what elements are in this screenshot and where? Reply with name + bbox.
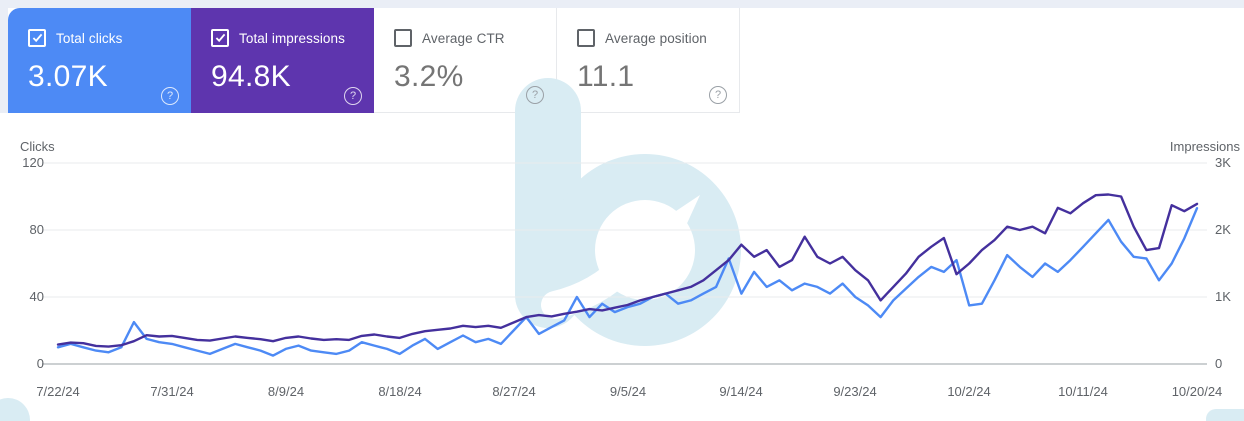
page-background-strip — [0, 0, 1244, 8]
metric-card-value: 3.07K — [28, 60, 108, 93]
metric-card-header: Average position — [577, 29, 739, 47]
x-axis-date-label: 7/31/24 — [150, 384, 194, 399]
metric-card-label: Average CTR — [422, 30, 505, 46]
metric-cards-row: Total clicks 3.07K ? Total impressions 9… — [8, 8, 740, 113]
help-icon[interactable]: ? — [161, 87, 179, 105]
x-axis-date-label: 9/14/24 — [719, 384, 763, 399]
metric-card-value: 3.2% — [394, 60, 464, 93]
x-axis-date-label: 9/23/24 — [833, 384, 877, 399]
metric-card-average-position[interactable]: Average position 11.1 ? — [557, 8, 740, 113]
x-axis-date-label: 10/20/24 — [1171, 384, 1223, 399]
metric-card-header: Total clicks — [28, 29, 191, 47]
left-axis-title: Clicks — [20, 139, 55, 154]
metric-card-header: Average CTR — [394, 29, 556, 47]
metric-card-total-impressions[interactable]: Total impressions 94.8K ? — [191, 8, 374, 113]
x-axis-date-label: 9/5/24 — [609, 384, 647, 399]
right-axis-tick-label: 3K — [1215, 155, 1231, 170]
left-axis-tick-label: 40 — [29, 289, 44, 304]
right-axis-tick-label: 0 — [1215, 356, 1223, 371]
brand-watermark-b-arrow-icon — [515, 78, 741, 346]
checkmark-icon — [215, 33, 225, 43]
x-axis-date-label: 8/27/24 — [492, 384, 536, 399]
average-ctr-checkbox[interactable] — [394, 29, 412, 47]
right-axis-tick-label: 2K — [1215, 222, 1231, 237]
average-position-checkbox[interactable] — [577, 29, 595, 47]
metric-card-label: Total impressions — [239, 30, 345, 46]
watermark-corner-right — [1206, 409, 1244, 421]
x-axis-date-label: 8/18/24 — [378, 384, 422, 399]
checkmark-icon — [32, 33, 42, 43]
x-axis-date-label: 8/9/24 — [267, 384, 305, 399]
right-axis-tick-label: 1K — [1215, 289, 1231, 304]
metric-card-total-clicks[interactable]: Total clicks 3.07K ? — [8, 8, 191, 113]
left-axis-tick-label: 80 — [29, 222, 44, 237]
right-axis-title: Impressions — [1169, 139, 1240, 154]
metric-card-average-ctr[interactable]: Average CTR 3.2% ? — [374, 8, 557, 113]
x-axis-date-label: 10/11/24 — [1058, 384, 1108, 399]
help-icon[interactable]: ? — [526, 86, 544, 104]
total-clicks-checkbox[interactable] — [28, 29, 46, 47]
x-axis-date-label: 7/22/24 — [36, 384, 80, 399]
metric-card-label: Total clicks — [56, 30, 123, 46]
help-icon[interactable]: ? — [344, 87, 362, 105]
left-axis-tick-label: 0 — [36, 356, 44, 371]
metric-card-header: Total impressions — [211, 29, 374, 47]
metric-card-value: 11.1 — [577, 60, 635, 93]
metric-card-value: 94.8K — [211, 60, 291, 93]
left-axis-tick-label: 120 — [22, 155, 44, 170]
x-axis-date-label: 10/2/24 — [947, 384, 991, 399]
total-impressions-checkbox[interactable] — [211, 29, 229, 47]
help-icon[interactable]: ? — [709, 86, 727, 104]
watermark-corner-left — [0, 398, 30, 421]
metric-card-label: Average position — [605, 30, 707, 46]
page-background-strip-left — [0, 8, 8, 113]
